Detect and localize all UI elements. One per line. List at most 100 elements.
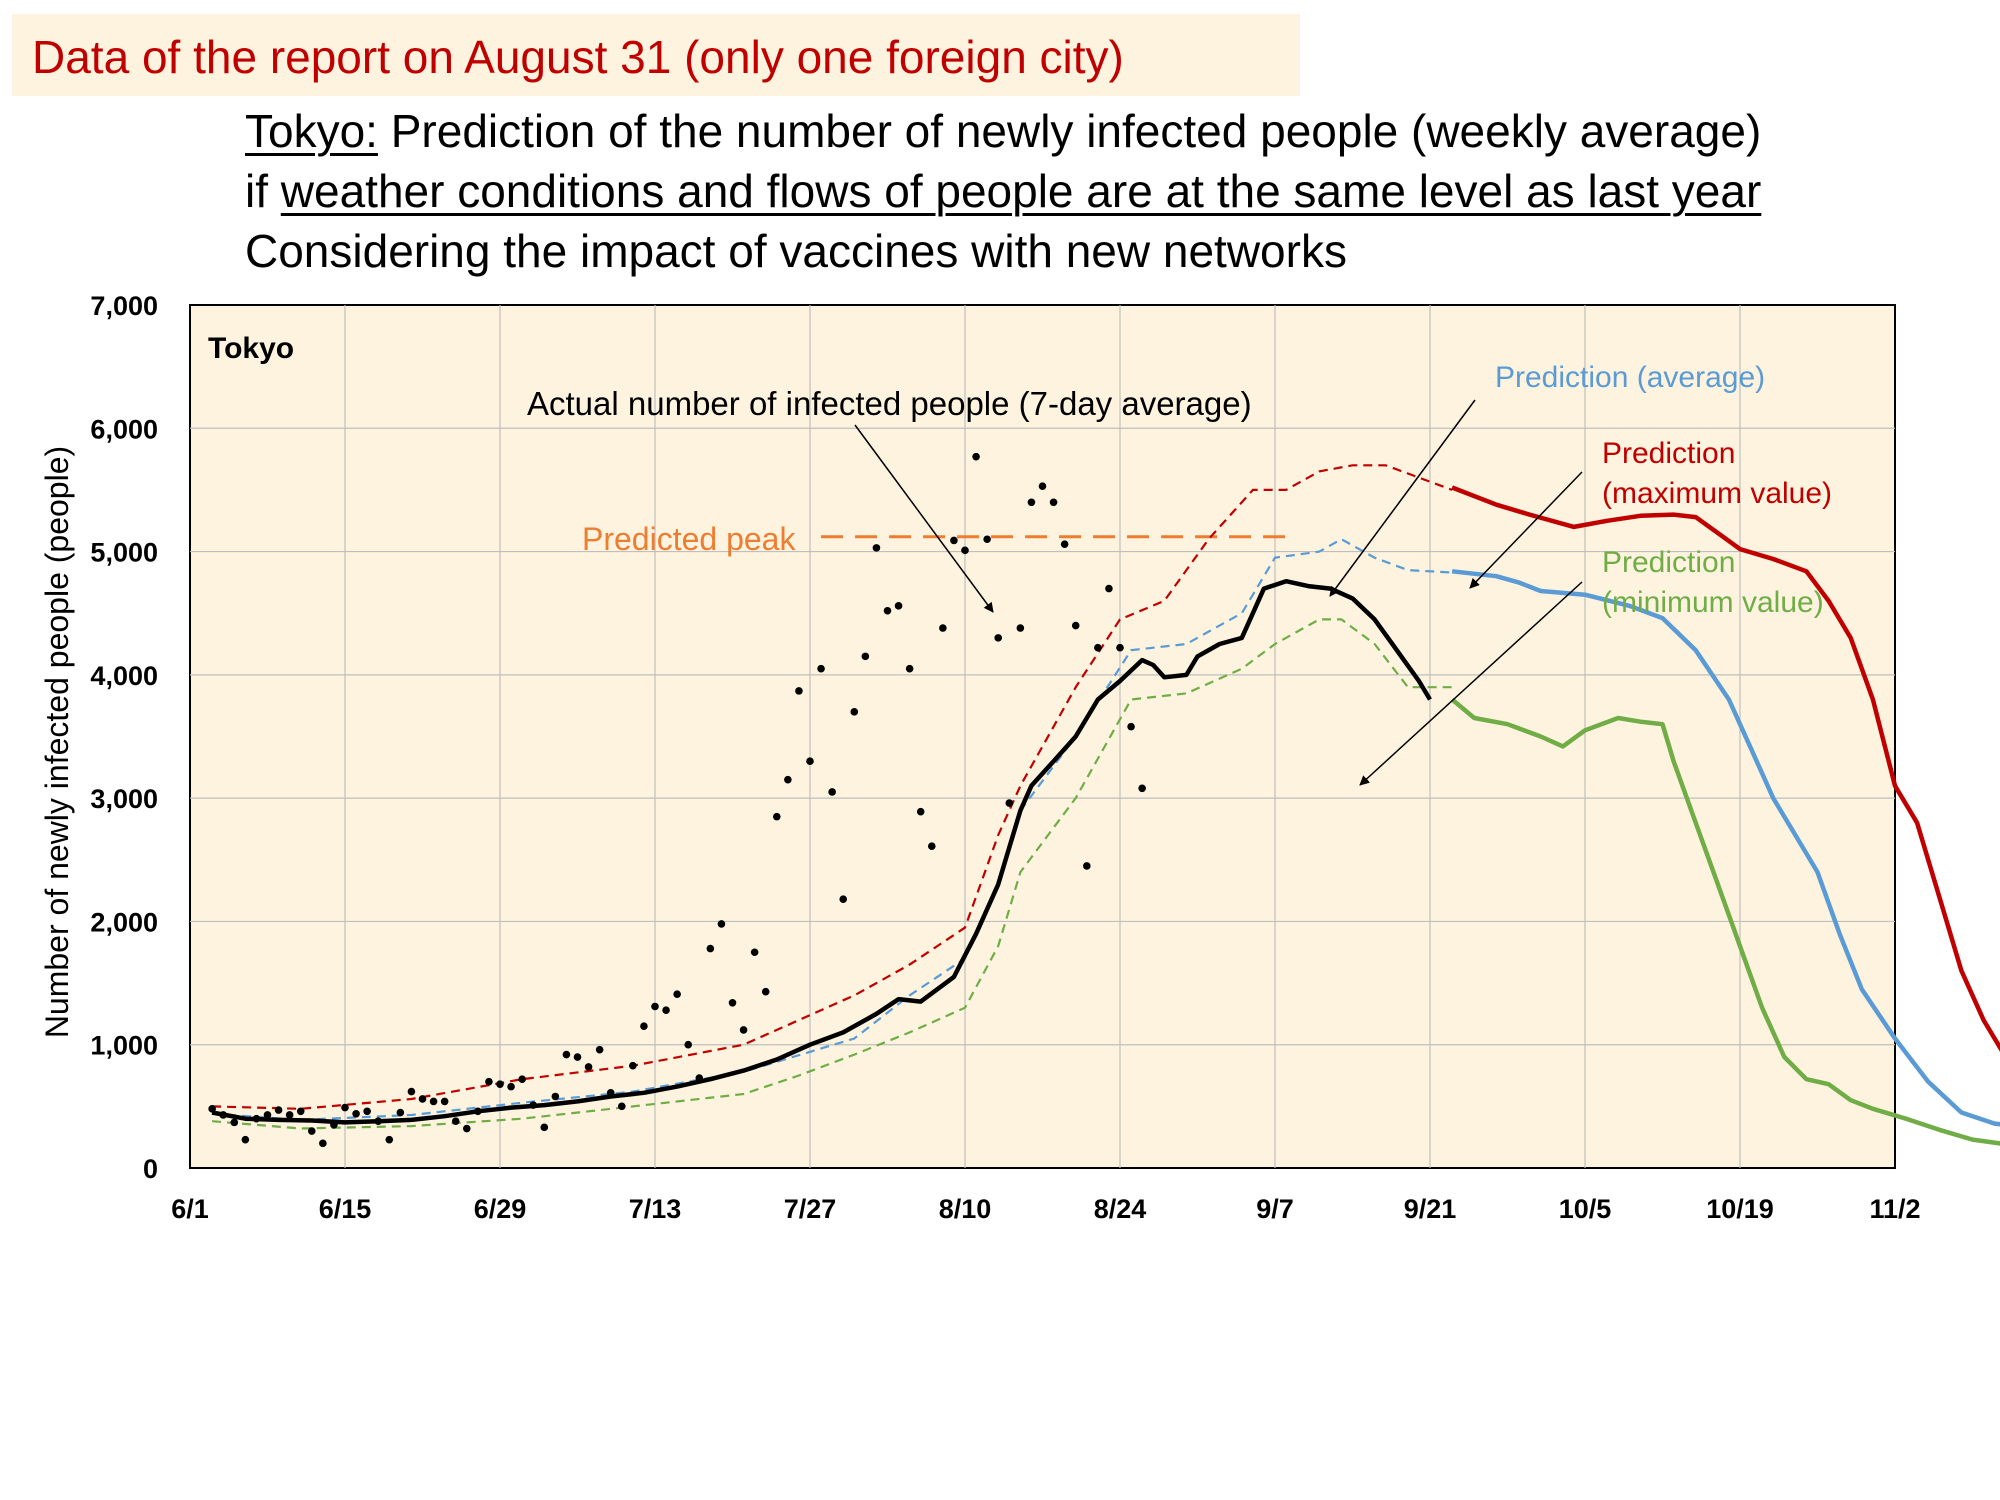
x-tick-label: 7/27 bbox=[784, 1194, 837, 1224]
daily-case-point bbox=[806, 757, 814, 765]
daily-case-point bbox=[429, 1097, 438, 1106]
daily-case-point bbox=[540, 1123, 549, 1132]
daily-case-point bbox=[640, 1022, 648, 1031]
daily-case-point bbox=[1082, 862, 1091, 870]
daily-case-point bbox=[750, 948, 759, 957]
heading-line-2-prefix: if bbox=[245, 165, 281, 217]
chart-heading-line-3: Considering the impact of vaccines with … bbox=[245, 225, 1347, 277]
daily-case-point bbox=[795, 687, 803, 695]
x-tick-label: 11/2 bbox=[1869, 1194, 1920, 1224]
daily-case-point bbox=[296, 1107, 305, 1116]
daily-case-point bbox=[1049, 498, 1058, 507]
report-banner-text: Data of the report on August 31 (only on… bbox=[32, 31, 1124, 83]
prediction-average-line bbox=[1451, 569, 2000, 1127]
actual-annotation-arrow bbox=[854, 424, 994, 613]
y-tick-label: 7,000 bbox=[90, 291, 158, 321]
daily-case-point bbox=[673, 990, 681, 998]
y-tick-label: 1,000 bbox=[90, 1031, 158, 1061]
daily-case-point bbox=[629, 1061, 637, 1070]
daily-case-point bbox=[994, 634, 1003, 642]
prediction-maximum-past-line bbox=[212, 464, 1453, 1110]
daily-case-point bbox=[307, 1127, 316, 1135]
daily-case-point bbox=[1094, 643, 1102, 652]
x-tick-label: 10/19 bbox=[1706, 1194, 1774, 1224]
y-tick-label: 2,000 bbox=[90, 907, 158, 937]
daily-case-point bbox=[772, 812, 781, 821]
chart-heading-line-1: Tokyo: Prediction of the number of newly… bbox=[245, 104, 1761, 158]
daily-case-point bbox=[850, 708, 859, 716]
daily-case-point bbox=[972, 452, 980, 461]
daily-case-point bbox=[1127, 722, 1135, 731]
annotation-layer: Actual number of infected people (7-day … bbox=[527, 361, 1832, 786]
daily-case-point bbox=[983, 535, 991, 544]
daily-case-point bbox=[274, 1106, 283, 1114]
daily-case-point bbox=[285, 1111, 294, 1119]
daily-case-point bbox=[440, 1097, 449, 1106]
daily-case-point bbox=[1016, 624, 1025, 632]
y-axis-label: Number of newly infected people (people) bbox=[39, 446, 75, 1038]
daily-case-point bbox=[363, 1107, 371, 1116]
daily-case-point bbox=[319, 1139, 327, 1148]
daily-case-point bbox=[894, 602, 903, 610]
x-tick-label: 7/13 bbox=[629, 1194, 682, 1224]
x-axis-ticks: 6/1 6/15 6/29 7/13 7/27 8/10 8/24 9/7 9/21 10/5 10… bbox=[171, 1194, 1920, 1224]
daily-case-point bbox=[551, 1092, 560, 1101]
daily-case-point bbox=[462, 1124, 471, 1133]
predicted-peak-annotation: Predicted peak bbox=[582, 521, 796, 557]
daily-case-point bbox=[739, 1026, 748, 1034]
x-tick-label: 6/15 bbox=[319, 1194, 372, 1224]
x-tick-label: 10/5 bbox=[1559, 1194, 1612, 1224]
daily-case-point bbox=[1105, 584, 1113, 593]
prediction-minimum-line bbox=[1450, 697, 2000, 1146]
daily-case-point bbox=[396, 1108, 405, 1117]
x-tick-label: 6/29 bbox=[474, 1194, 527, 1224]
y-tick-label: 5,000 bbox=[90, 538, 158, 568]
daily-case-point bbox=[617, 1102, 626, 1111]
minimum-annotation-arrow bbox=[1359, 581, 1583, 786]
daily-case-point bbox=[352, 1109, 360, 1118]
daily-case-point bbox=[839, 895, 848, 904]
daily-case-point bbox=[651, 1002, 659, 1011]
daily-case-point bbox=[584, 1063, 593, 1071]
actual-7-day-average-line bbox=[211, 578, 1432, 1125]
y-tick-label: 6,000 bbox=[90, 414, 158, 444]
daily-case-point bbox=[817, 664, 825, 673]
x-tick-label: 8/10 bbox=[939, 1194, 992, 1224]
maximum-series-annotation-line-2: (maximum value) bbox=[1602, 477, 1832, 510]
prediction-minimum-past-line bbox=[212, 618, 1453, 1130]
daily-case-point bbox=[1027, 498, 1036, 507]
daily-case-point bbox=[684, 1040, 693, 1049]
daily-case-point bbox=[230, 1118, 239, 1127]
daily-case-point bbox=[418, 1095, 427, 1103]
daily-case-point bbox=[562, 1050, 571, 1059]
prediction-maximum-line bbox=[1451, 485, 2000, 1052]
daily-case-point bbox=[1138, 784, 1146, 793]
daily-case-point bbox=[1060, 540, 1069, 548]
maximum-annotation-arrow bbox=[1469, 471, 1583, 589]
gridlines bbox=[190, 305, 1895, 1168]
daily-case-point bbox=[828, 788, 836, 796]
daily-case-point bbox=[916, 807, 925, 816]
average-annotation-arrow bbox=[1329, 399, 1476, 597]
x-tick-label: 8/24 bbox=[1094, 1194, 1147, 1224]
y-tick-label: 4,000 bbox=[90, 661, 158, 691]
daily-case-point bbox=[883, 606, 892, 615]
daily-case-point bbox=[595, 1045, 604, 1054]
daily-case-point bbox=[872, 544, 881, 552]
actual-series-annotation: Actual number of infected people (7-day … bbox=[527, 385, 1252, 422]
maximum-series-annotation-line-1: Prediction bbox=[1602, 437, 1735, 470]
daily-case-point bbox=[784, 775, 792, 784]
daily-case-point bbox=[1116, 643, 1124, 652]
daily-case-point bbox=[341, 1103, 349, 1112]
daily-case-point bbox=[485, 1077, 493, 1086]
daily-case-point bbox=[407, 1087, 416, 1096]
report-banner: Data of the report on August 31 (only on… bbox=[12, 14, 1300, 96]
heading-line-1-text: Prediction of the number of newly infect… bbox=[377, 105, 1762, 157]
minimum-series-annotation-line-2: (minimum value) bbox=[1602, 586, 1824, 619]
daily-case-point bbox=[451, 1117, 460, 1125]
daily-case-point bbox=[241, 1135, 250, 1144]
daily-case-point bbox=[507, 1082, 515, 1091]
y-tick-label: 3,000 bbox=[90, 784, 158, 814]
daily-case-point bbox=[950, 536, 958, 545]
